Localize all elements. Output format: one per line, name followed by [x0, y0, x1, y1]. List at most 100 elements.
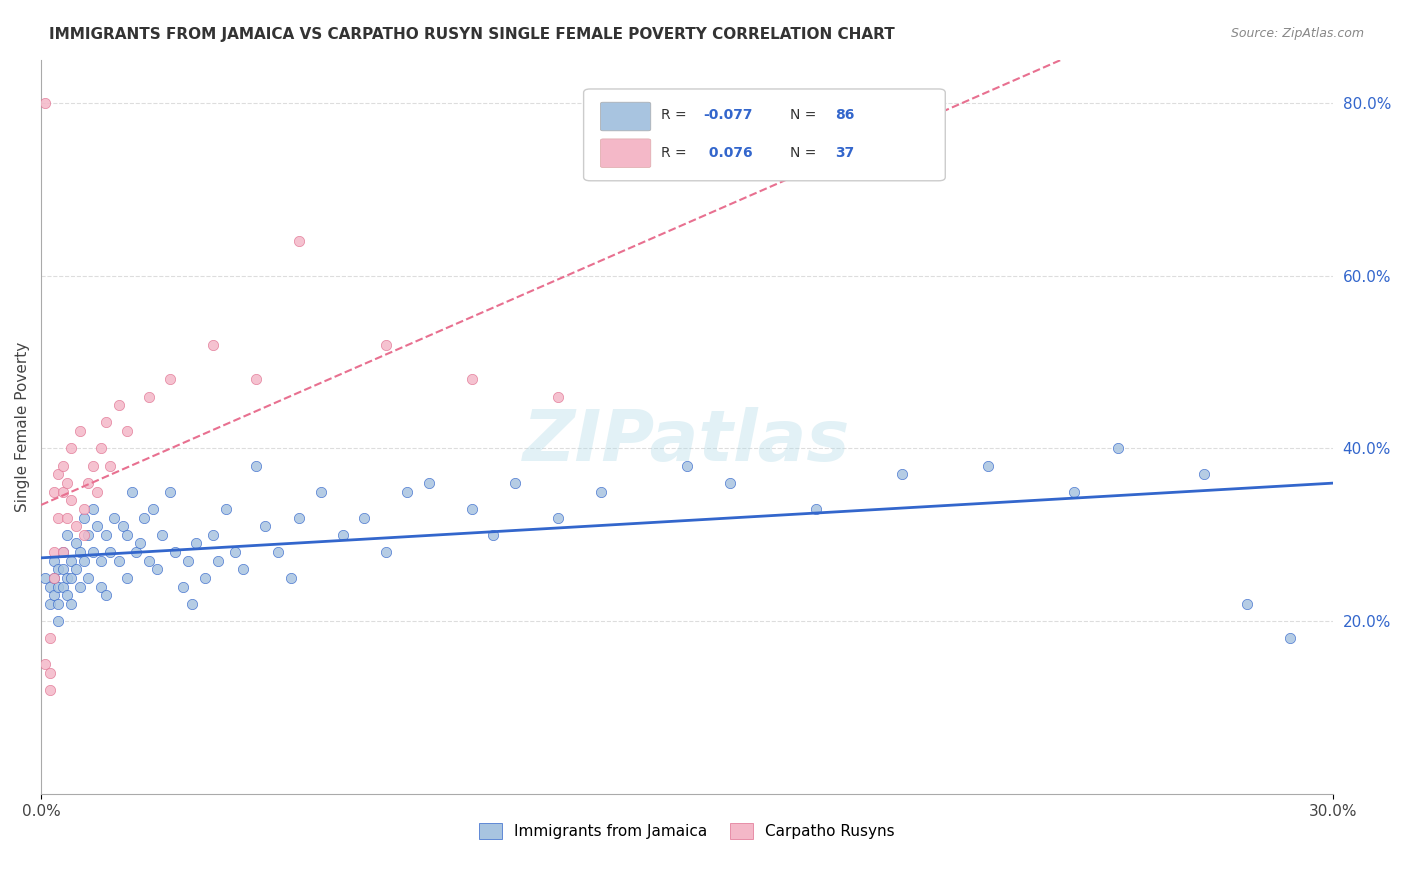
Immigrants from Jamaica [82, 502, 104, 516]
Immigrants from Jamaica [121, 484, 143, 499]
Immigrants from Jamaica [65, 536, 87, 550]
Immigrants from Jamaica [73, 510, 96, 524]
Immigrants from Jamaica [134, 510, 156, 524]
Carpatho Rusyns [90, 442, 112, 456]
Immigrants from Jamaica [77, 571, 100, 585]
Immigrants from Jamaica [245, 458, 267, 473]
Immigrants from Jamaica [180, 597, 202, 611]
Immigrants from Jamaica [267, 545, 290, 559]
Immigrants from Jamaica [202, 528, 225, 542]
Immigrants from Jamaica [503, 475, 526, 490]
Carpatho Rusyns [46, 467, 69, 482]
Immigrants from Jamaica [159, 484, 181, 499]
Carpatho Rusyns [34, 657, 56, 672]
Immigrants from Jamaica [460, 502, 482, 516]
Immigrants from Jamaica [69, 545, 91, 559]
Immigrants from Jamaica [42, 554, 65, 568]
Immigrants from Jamaica [482, 528, 505, 542]
Immigrants from Jamaica [396, 484, 419, 499]
Immigrants from Jamaica [115, 528, 138, 542]
FancyBboxPatch shape [583, 89, 945, 181]
Immigrants from Jamaica [42, 588, 65, 602]
Carpatho Rusyns [65, 519, 87, 533]
Text: IMMIGRANTS FROM JAMAICA VS CARPATHO RUSYN SINGLE FEMALE POVERTY CORRELATION CHAR: IMMIGRANTS FROM JAMAICA VS CARPATHO RUSY… [49, 27, 896, 42]
Immigrants from Jamaica [146, 562, 169, 576]
Immigrants from Jamaica [589, 484, 612, 499]
Text: N =: N = [790, 108, 821, 121]
Immigrants from Jamaica [103, 510, 125, 524]
Text: R =: R = [661, 146, 692, 160]
Immigrants from Jamaica [77, 528, 100, 542]
Carpatho Rusyns [73, 528, 96, 542]
Immigrants from Jamaica [309, 484, 332, 499]
Immigrants from Jamaica [129, 536, 152, 550]
Carpatho Rusyns [38, 683, 60, 698]
Carpatho Rusyns [115, 424, 138, 438]
Carpatho Rusyns [56, 510, 79, 524]
Text: 37: 37 [835, 146, 855, 160]
Immigrants from Jamaica [60, 554, 83, 568]
Immigrants from Jamaica [90, 554, 112, 568]
Text: R =: R = [661, 108, 692, 121]
FancyBboxPatch shape [600, 103, 651, 131]
Immigrants from Jamaica [107, 554, 129, 568]
Immigrants from Jamaica [1236, 597, 1258, 611]
Immigrants from Jamaica [69, 580, 91, 594]
Carpatho Rusyns [547, 390, 569, 404]
Carpatho Rusyns [52, 458, 75, 473]
Immigrants from Jamaica [253, 519, 276, 533]
Carpatho Rusyns [56, 475, 79, 490]
Carpatho Rusyns [46, 510, 69, 524]
Carpatho Rusyns [374, 337, 396, 351]
Immigrants from Jamaica [52, 562, 75, 576]
Carpatho Rusyns [77, 475, 100, 490]
Immigrants from Jamaica [90, 580, 112, 594]
Immigrants from Jamaica [73, 554, 96, 568]
Carpatho Rusyns [34, 95, 56, 110]
Text: 86: 86 [835, 108, 855, 121]
Immigrants from Jamaica [46, 562, 69, 576]
Carpatho Rusyns [202, 337, 225, 351]
Carpatho Rusyns [82, 458, 104, 473]
Immigrants from Jamaica [94, 588, 117, 602]
Immigrants from Jamaica [676, 458, 699, 473]
Immigrants from Jamaica [38, 580, 60, 594]
Text: N =: N = [790, 146, 821, 160]
Carpatho Rusyns [138, 390, 160, 404]
Carpatho Rusyns [98, 458, 121, 473]
Immigrants from Jamaica [353, 510, 375, 524]
Immigrants from Jamaica [891, 467, 914, 482]
Carpatho Rusyns [107, 398, 129, 412]
Immigrants from Jamaica [46, 580, 69, 594]
Carpatho Rusyns [60, 442, 83, 456]
Immigrants from Jamaica [56, 528, 79, 542]
Immigrants from Jamaica [332, 528, 354, 542]
Immigrants from Jamaica [98, 545, 121, 559]
Immigrants from Jamaica [56, 588, 79, 602]
Carpatho Rusyns [42, 545, 65, 559]
Immigrants from Jamaica [138, 554, 160, 568]
FancyBboxPatch shape [600, 139, 651, 168]
Text: -0.077: -0.077 [704, 108, 754, 121]
Carpatho Rusyns [38, 632, 60, 646]
Carpatho Rusyns [42, 571, 65, 585]
Immigrants from Jamaica [184, 536, 207, 550]
Immigrants from Jamaica [172, 580, 194, 594]
Immigrants from Jamaica [38, 597, 60, 611]
Immigrants from Jamaica [125, 545, 148, 559]
Immigrants from Jamaica [224, 545, 246, 559]
Immigrants from Jamaica [718, 475, 741, 490]
Immigrants from Jamaica [65, 562, 87, 576]
Legend: Immigrants from Jamaica, Carpatho Rusyns: Immigrants from Jamaica, Carpatho Rusyns [472, 817, 901, 845]
Immigrants from Jamaica [52, 545, 75, 559]
Immigrants from Jamaica [42, 571, 65, 585]
Carpatho Rusyns [42, 484, 65, 499]
Immigrants from Jamaica [94, 528, 117, 542]
Immigrants from Jamaica [1107, 442, 1129, 456]
Immigrants from Jamaica [194, 571, 217, 585]
Carpatho Rusyns [52, 545, 75, 559]
Immigrants from Jamaica [82, 545, 104, 559]
Carpatho Rusyns [460, 372, 482, 386]
Immigrants from Jamaica [46, 614, 69, 628]
Carpatho Rusyns [288, 234, 311, 248]
